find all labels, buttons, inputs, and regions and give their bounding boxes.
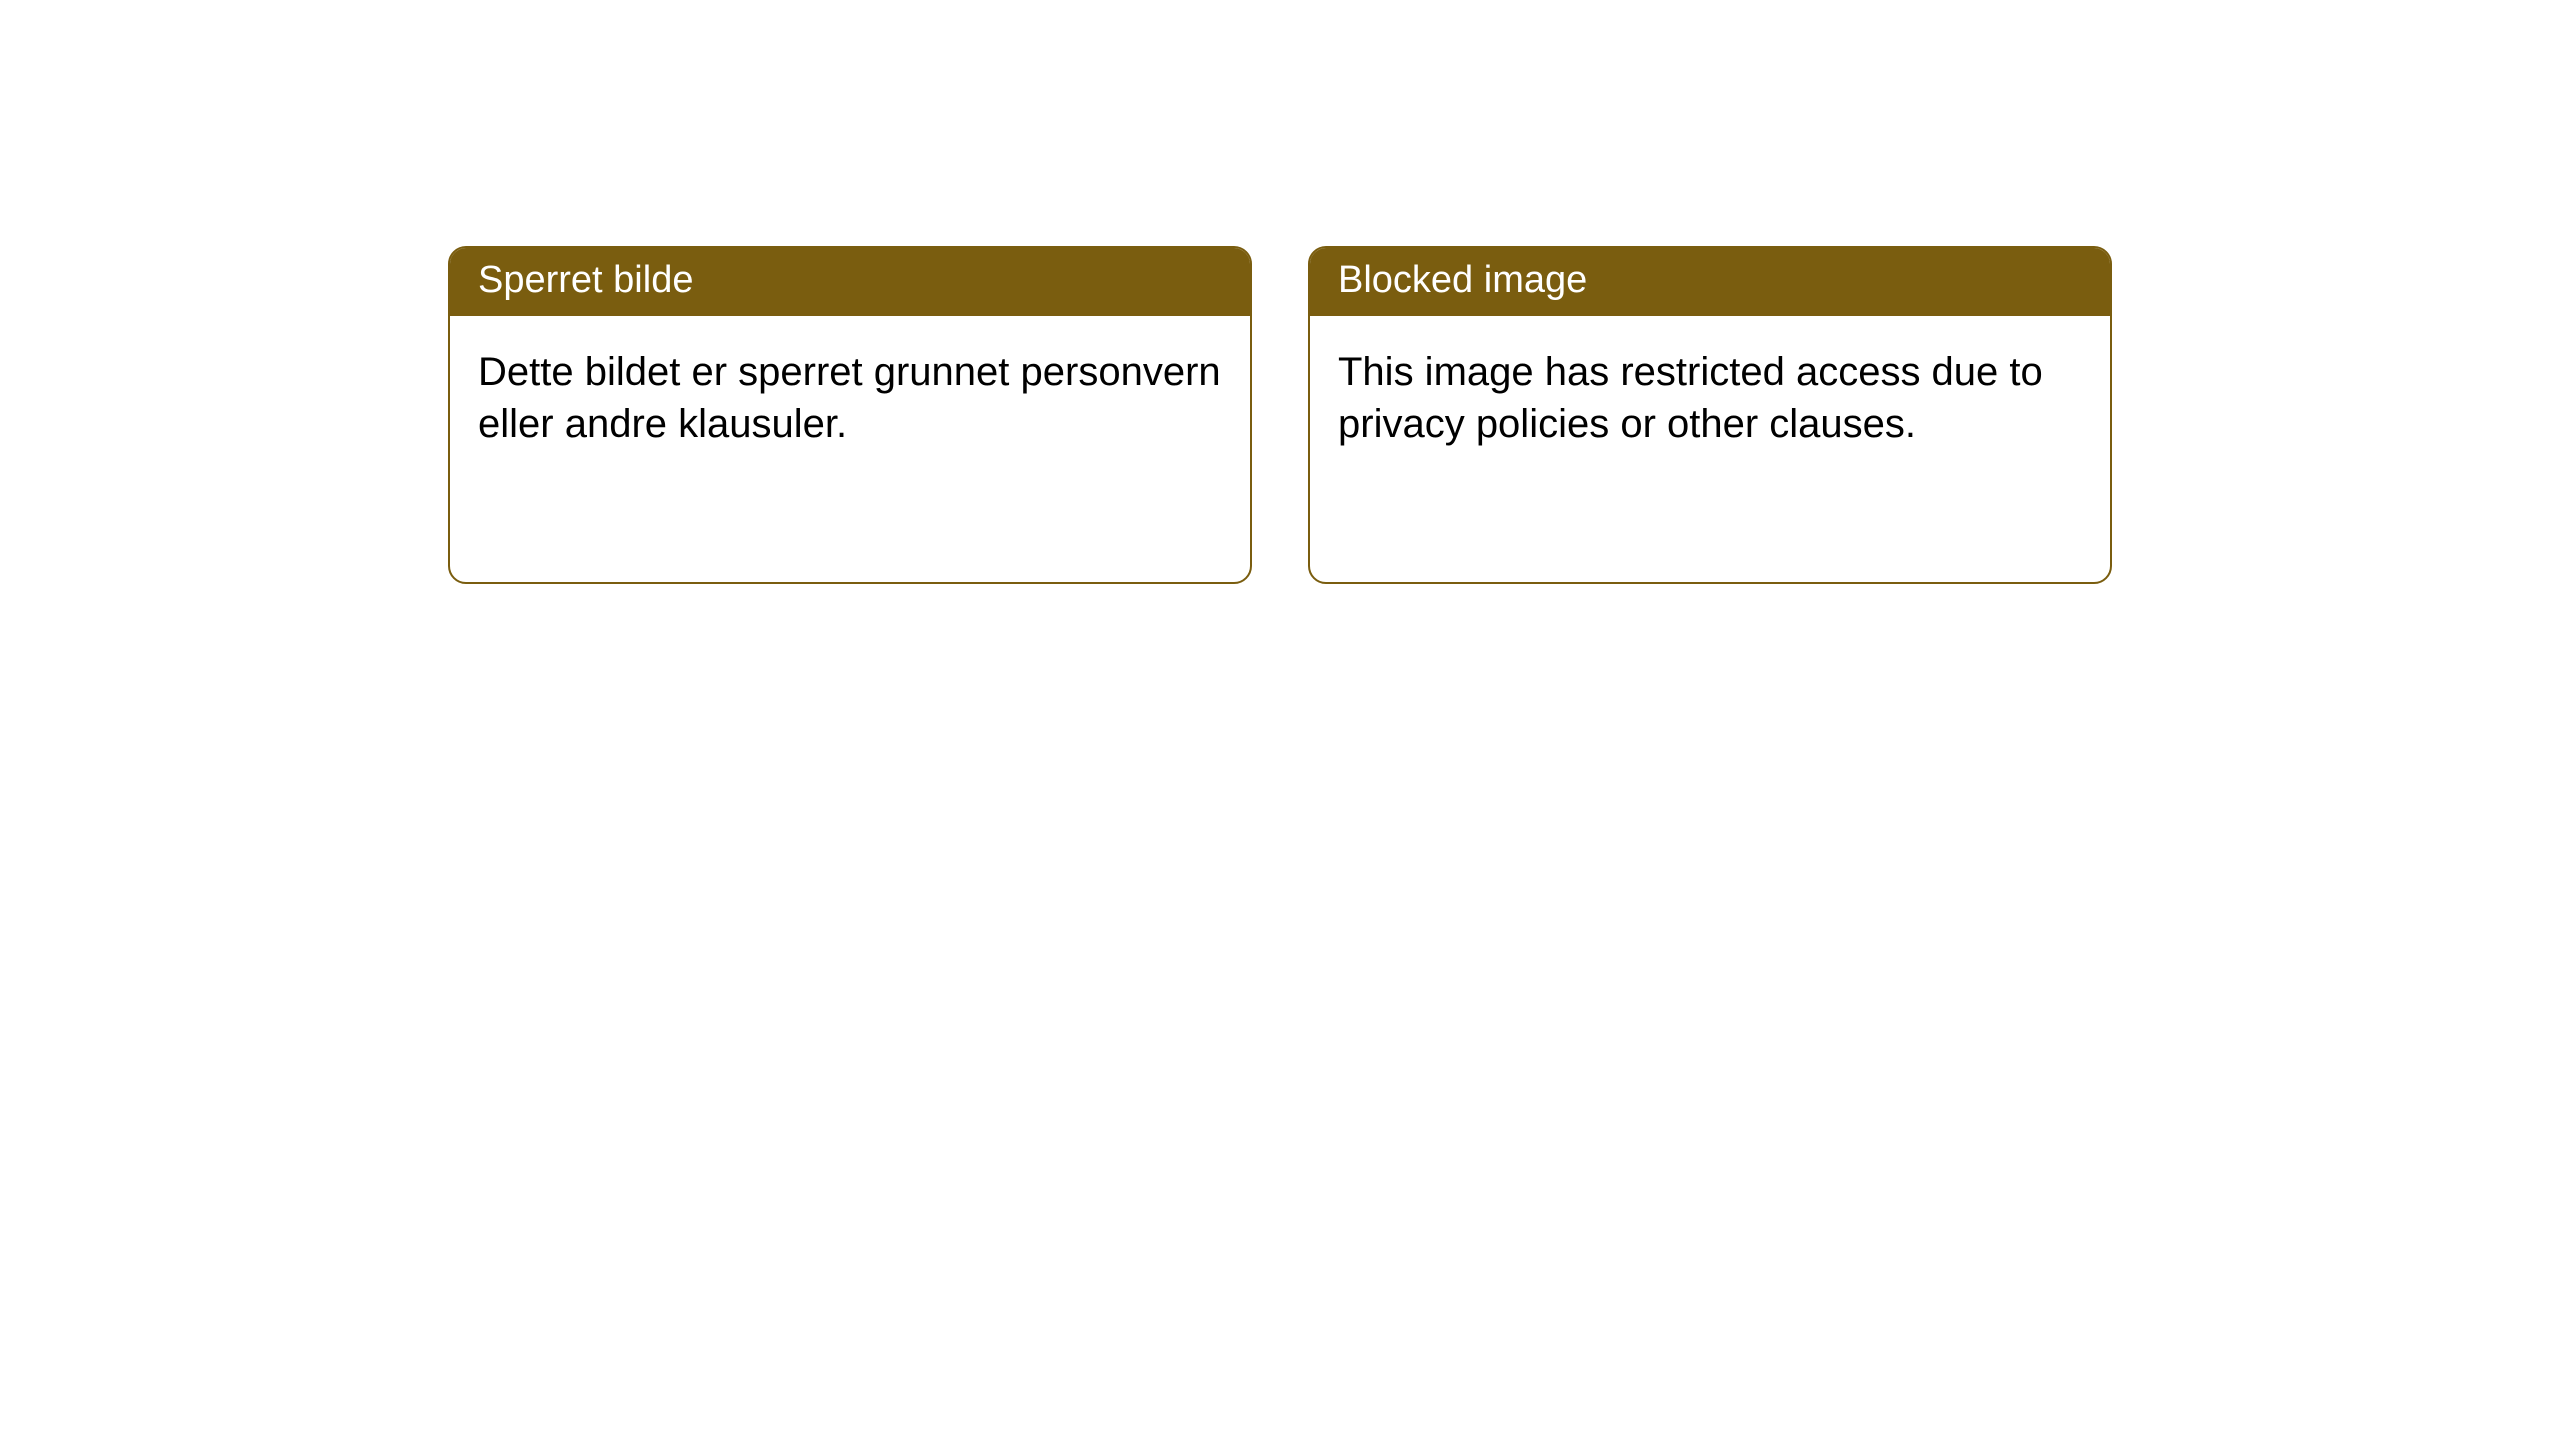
notice-card-body: This image has restricted access due to … (1310, 316, 2110, 480)
notice-card-english: Blocked image This image has restricted … (1308, 246, 2112, 584)
notice-card-title: Blocked image (1310, 248, 2110, 316)
notice-card-title: Sperret bilde (450, 248, 1250, 316)
notice-container: Sperret bilde Dette bildet er sperret gr… (0, 0, 2560, 584)
notice-card-norwegian: Sperret bilde Dette bildet er sperret gr… (448, 246, 1252, 584)
notice-card-body: Dette bildet er sperret grunnet personve… (450, 316, 1250, 480)
